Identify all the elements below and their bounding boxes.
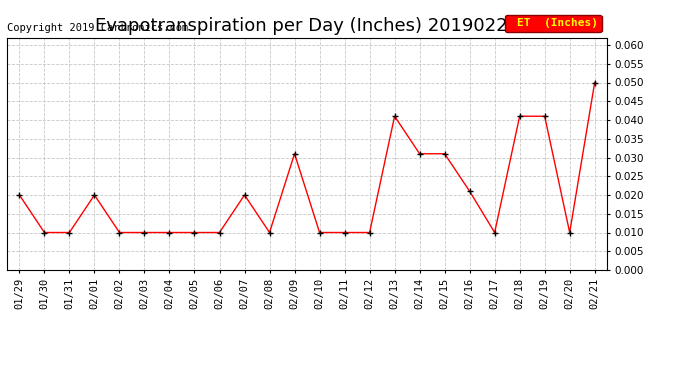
Legend: ET  (Inches): ET (Inches) bbox=[505, 15, 602, 32]
Text: Copyright 2019 Cartronics.com: Copyright 2019 Cartronics.com bbox=[7, 23, 188, 33]
Title: Evapotranspiration per Day (Inches) 20190222: Evapotranspiration per Day (Inches) 2019… bbox=[95, 16, 519, 34]
